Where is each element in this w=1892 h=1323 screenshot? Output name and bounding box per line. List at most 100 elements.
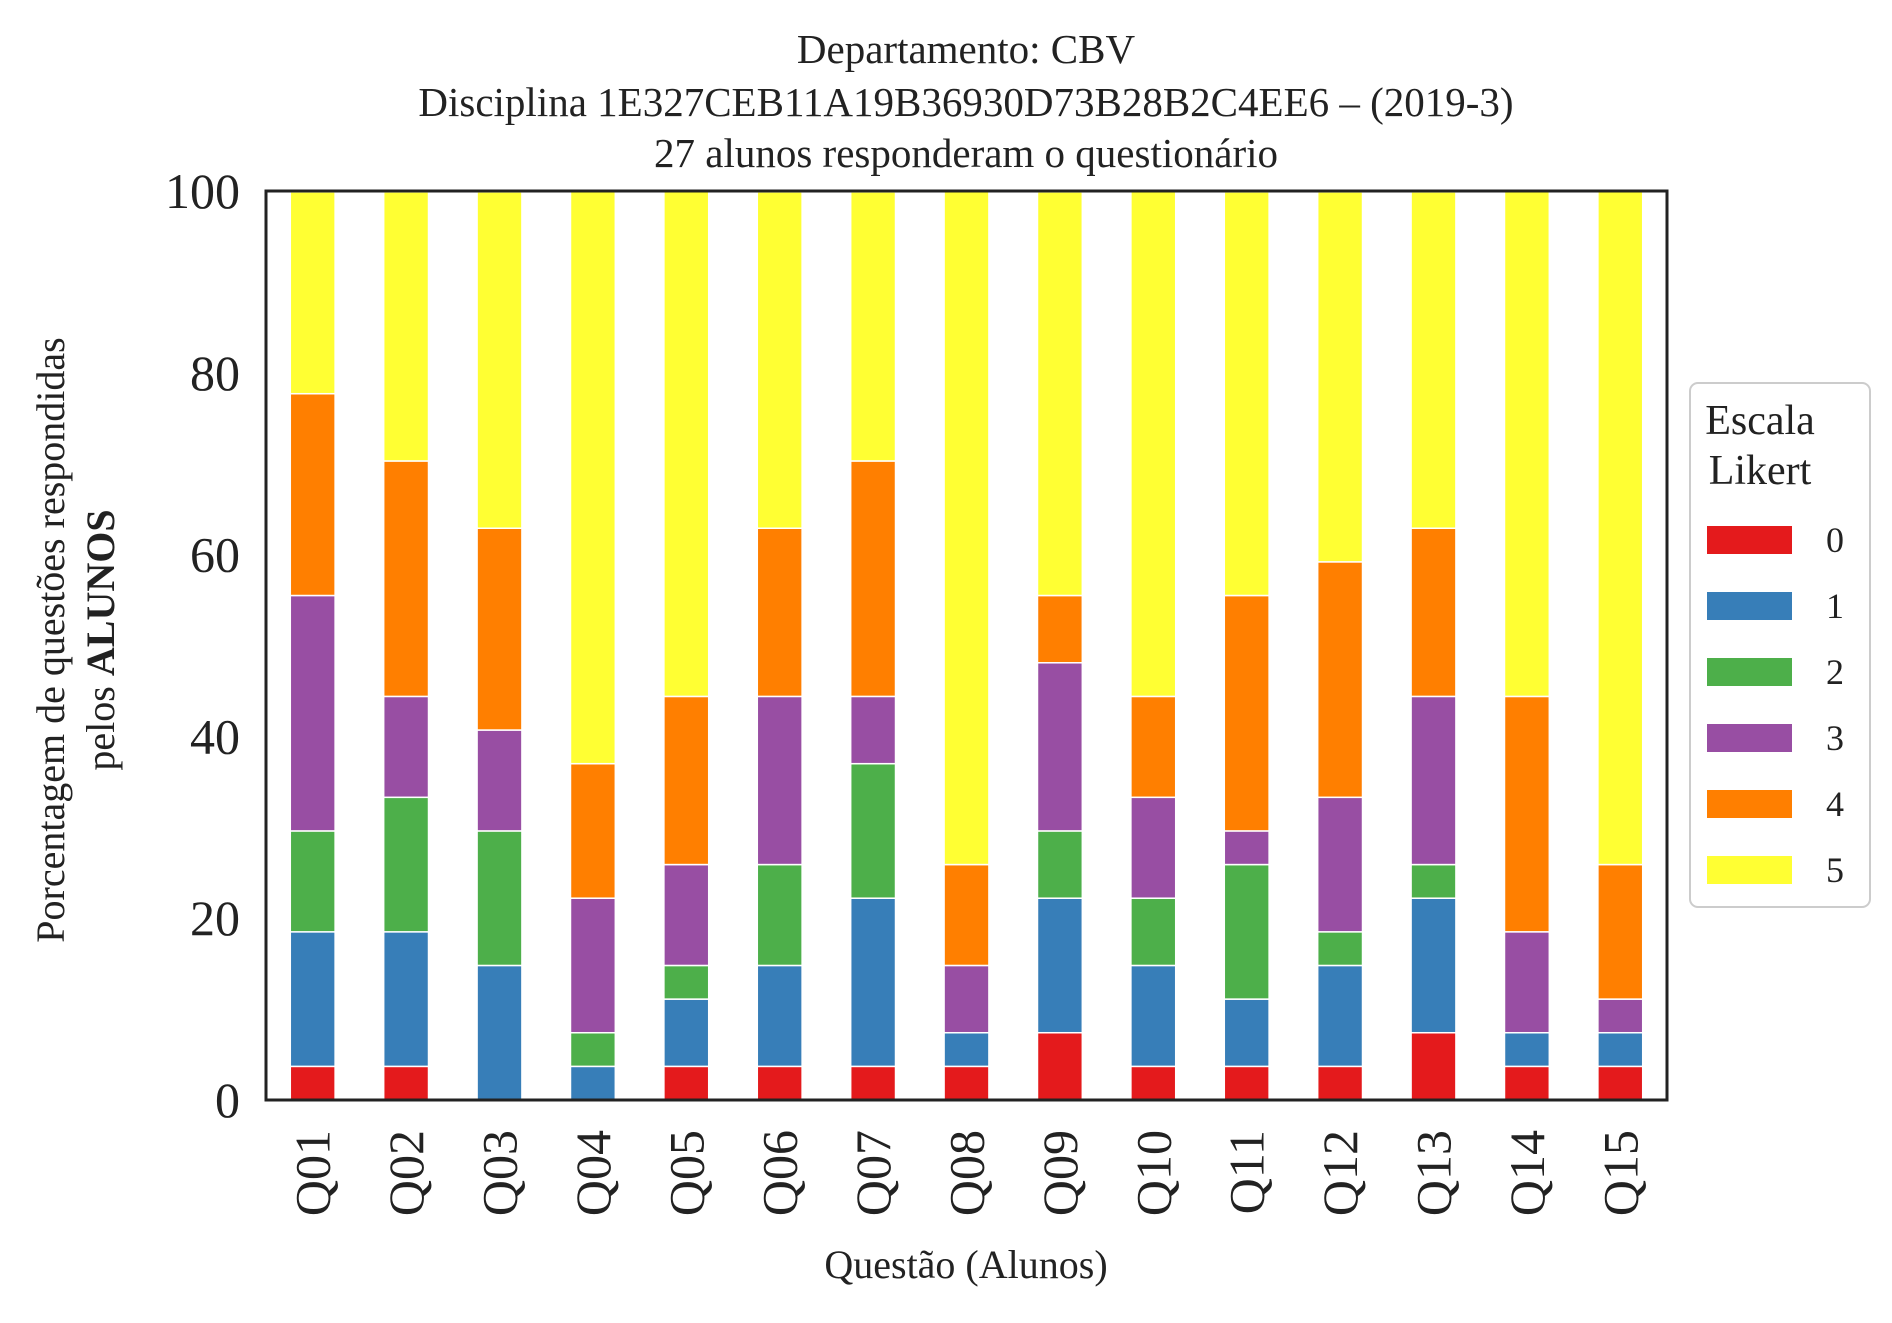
- bar-Q06-level-0: [756, 1065, 803, 1101]
- legend-label-0: 0: [1826, 520, 1844, 560]
- bar-Q13-level-3: [1410, 695, 1457, 866]
- x-tick-label-Q03: Q03: [472, 1130, 528, 1216]
- x-tick-label-Q01: Q01: [285, 1130, 341, 1216]
- x-tick-label-Q05: Q05: [658, 1130, 714, 1216]
- x-tick-label-Q04: Q04: [565, 1130, 621, 1216]
- y-axis-label-emphasis: ALUNOS: [78, 509, 123, 676]
- bar-Q15-level-4: [1597, 863, 1644, 1000]
- x-tick-label-Q15: Q15: [1592, 1130, 1648, 1216]
- y-axis-label-line-1: Porcentagem de questões respondidas: [28, 337, 73, 942]
- bar-Q04-level-4: [569, 762, 617, 899]
- bar-Q05-level-4: [663, 695, 710, 866]
- bar-Q01-level-0: [289, 1065, 336, 1101]
- bar-Q10-level-3: [1130, 796, 1177, 899]
- bars-layer: [289, 190, 1644, 1101]
- bar-Q12-level-0: [1316, 1065, 1364, 1101]
- legend-label-5: 5: [1826, 850, 1844, 890]
- x-tick-label-Q12: Q12: [1312, 1130, 1368, 1216]
- bar-Q07-level-4: [849, 460, 897, 698]
- legend: Escala Likert 0 1 2 3 4 5: [1689, 382, 1871, 908]
- bar-Q09-level-2: [1036, 830, 1084, 899]
- x-tick-label-Q14: Q14: [1499, 1130, 1555, 1216]
- bar-Q04-level-3: [569, 897, 617, 1034]
- y-axis-label: Porcentagem de questões respondidas pelo…: [28, 337, 123, 942]
- bar-Q11-level-1: [1223, 998, 1270, 1068]
- bar-Q03-level-1: [476, 964, 523, 1101]
- bar-Q07-level-5: [849, 191, 897, 462]
- chart-title-line-2: Disciplina 1E327CEB11A19B36930D73B28B2C4…: [418, 79, 1513, 125]
- bar-Q15-level-3: [1597, 998, 1644, 1034]
- chart-title-line-1: Departamento: CBV: [797, 26, 1136, 72]
- bar-Q14-level-5: [1503, 190, 1551, 698]
- legend-swatch-0: [1707, 526, 1792, 554]
- bar-Q09-level-0: [1036, 1031, 1084, 1101]
- bar-Q10-level-0: [1130, 1065, 1177, 1101]
- bar-Q09-level-3: [1036, 662, 1084, 832]
- bar-Q11-level-2: [1223, 863, 1270, 1000]
- bar-Q06-level-3: [756, 695, 803, 866]
- x-axis-ticks: Q01 Q02 Q03 Q04 Q05 Q06 Q07 Q08 Q09 Q10 Q11 Q12 Q13 Q…: [285, 1130, 1649, 1216]
- bar-Q12-level-5: [1316, 191, 1364, 563]
- legend-label-1: 1: [1826, 586, 1844, 626]
- bar-Q09-level-1: [1036, 897, 1084, 1034]
- legend-swatch-2: [1707, 658, 1792, 686]
- bar-Q08-level-4: [943, 863, 990, 967]
- bar-Q02-level-2: [382, 796, 430, 933]
- bar-Q13-level-5: [1410, 191, 1457, 529]
- legend-title-line-1: Escala: [1705, 398, 1815, 444]
- bar-Q12-level-2: [1316, 931, 1364, 967]
- legend-title-line-2: Likert: [1709, 448, 1812, 494]
- bar-Q02-level-3: [382, 695, 430, 799]
- bar-Q13-level-1: [1410, 897, 1457, 1034]
- bar-Q02-level-4: [382, 460, 430, 698]
- x-tick-label-Q07: Q07: [845, 1130, 901, 1216]
- bar-Q01-level-1: [289, 931, 336, 1068]
- bar-Q01-level-2: [289, 830, 336, 933]
- bar-Q01-level-3: [289, 594, 336, 832]
- x-tick-label-Q06: Q06: [752, 1130, 808, 1216]
- bar-Q06-level-4: [756, 527, 803, 698]
- bar-Q02-level-1: [382, 931, 430, 1068]
- bar-Q05-level-0: [663, 1065, 710, 1101]
- bar-Q03-level-4: [476, 527, 523, 731]
- bar-Q05-level-1: [663, 998, 710, 1068]
- y-tick-label: 60: [190, 527, 240, 583]
- bar-Q13-level-4: [1410, 527, 1457, 698]
- y-axis-label-prefix: pelos: [78, 676, 123, 770]
- bar-Q09-level-5: [1036, 191, 1084, 597]
- x-tick-label-Q09: Q09: [1032, 1130, 1088, 1216]
- y-tick-label: 40: [190, 708, 240, 764]
- bar-Q08-level-5: [943, 190, 990, 866]
- bar-Q04-level-5: [569, 190, 617, 765]
- bar-Q15-level-1: [1597, 1031, 1644, 1068]
- bar-Q14-level-1: [1503, 1031, 1551, 1068]
- legend-items: 0 1 2 3 4 5: [1707, 520, 1844, 890]
- bar-Q01-level-4: [289, 392, 336, 597]
- bar-Q02-level-0: [382, 1065, 430, 1101]
- chart-title: Departamento: CBV Disciplina 1E327CEB11A…: [418, 26, 1513, 176]
- bar-Q11-level-4: [1223, 594, 1270, 832]
- bar-Q12-level-4: [1316, 561, 1364, 799]
- bar-Q07-level-1: [849, 897, 897, 1068]
- legend-swatch-4: [1707, 790, 1792, 818]
- plot-frame: [264, 189, 1669, 1102]
- bar-Q10-level-5: [1130, 190, 1177, 698]
- legend-label-4: 4: [1826, 784, 1844, 824]
- bar-Q08-level-3: [943, 964, 990, 1034]
- bar-Q07-level-3: [849, 695, 897, 765]
- bar-Q06-level-2: [756, 863, 803, 967]
- bar-Q05-level-2: [663, 964, 710, 1000]
- bar-Q02-level-5: [382, 191, 430, 462]
- bar-Q11-level-3: [1223, 830, 1270, 866]
- y-tick-label: 100: [165, 163, 240, 219]
- bar-Q13-level-2: [1410, 863, 1457, 899]
- legend-swatch-5: [1707, 856, 1792, 884]
- bar-Q04-level-2: [569, 1031, 617, 1068]
- x-tick-label-Q10: Q10: [1125, 1130, 1181, 1216]
- x-tick-label-Q02: Q02: [378, 1130, 434, 1216]
- bar-Q07-level-2: [849, 762, 897, 899]
- x-tick-label-Q11: Q11: [1219, 1130, 1275, 1214]
- bar-Q10-level-4: [1130, 695, 1177, 799]
- bar-Q15-level-0: [1597, 1065, 1644, 1101]
